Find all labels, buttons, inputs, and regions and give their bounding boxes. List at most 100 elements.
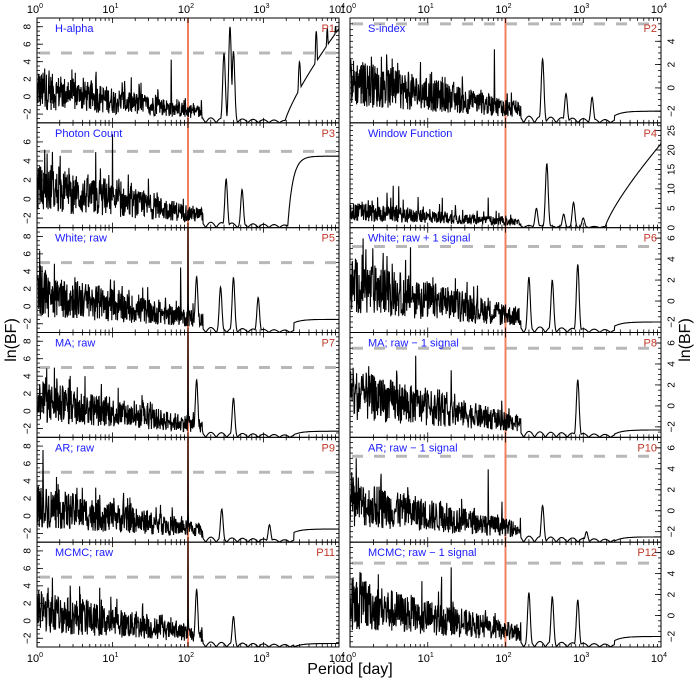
y-tick-label: 4 — [667, 570, 678, 576]
panel-p9: −2 0 2 4 6 8 AR; raw P9 — [23, 436, 340, 543]
x-tick-label: 104 — [651, 652, 667, 665]
y-tick-label: 2 — [23, 286, 34, 292]
panel-p8: −2 0 2 4 6 MA; raw − 1 signal P8 — [349, 332, 678, 438]
periodogram-series — [350, 49, 661, 123]
y-tick-label: 4 — [667, 466, 678, 472]
panel-id: P2 — [644, 23, 657, 35]
x-tick-label: 100 — [27, 652, 43, 665]
y-tick-label: 8 — [23, 233, 34, 239]
panel-title: H-alpha — [55, 23, 94, 35]
y-tick-label: 2 — [23, 495, 34, 501]
panel-title: White; raw — [55, 233, 107, 245]
y-tick-label: 4 — [23, 583, 34, 589]
panel-id: P7 — [322, 338, 335, 350]
y-tick-label: 6 — [23, 251, 34, 257]
panel-title: MCMC; raw — [55, 547, 113, 559]
panel-p11: −2 0 2 4 6 8 MCMC; raw P11 — [23, 541, 340, 648]
y-tick-label: 4 — [667, 256, 678, 262]
y-tick-label: 6 — [23, 460, 34, 466]
panel-title: AR; raw — [55, 442, 94, 454]
y-tick-label: −2 — [23, 527, 34, 539]
y-tick-label: 2 — [667, 382, 678, 388]
panel-p6: −2 0 2 4 6 White; raw + 1 signal P6 — [349, 227, 678, 334]
y-tick-label: 0 — [23, 303, 34, 309]
y-tick-label: −2 — [667, 105, 678, 117]
y-tick-label: 20 — [667, 144, 678, 156]
y-tick-label: −2 — [23, 212, 34, 224]
x-tick-label: 100 — [340, 3, 356, 16]
panel-id: P11 — [316, 547, 335, 559]
y-tick-label: −2 — [23, 318, 34, 330]
y-tick-label: 4 — [23, 478, 34, 484]
panel-id: P4 — [644, 128, 657, 140]
x-tick-label: 100 — [27, 3, 43, 16]
x-tick-label: 100 — [340, 652, 356, 665]
y-tick-label: 6 — [667, 549, 678, 555]
y-tick-label: 8 — [23, 548, 34, 554]
x-tick-label: 101 — [418, 3, 434, 16]
x-tick-label: 103 — [573, 652, 589, 665]
y-tick-label: 4 — [23, 158, 34, 164]
y-tick-label: 2 — [667, 277, 678, 283]
panel-title: MA; raw − 1 signal — [368, 338, 459, 350]
y-tick-label: 8 — [23, 338, 34, 344]
y-tick-label: 4 — [23, 268, 34, 274]
panel-p7: −2 0 2 4 6 8 MA; raw P7 — [23, 332, 340, 438]
y-tick-label: 25 — [667, 125, 678, 137]
panel-p2: −2 0 2 4 S-index P2 — [349, 17, 678, 124]
y-tick-label: −2 — [667, 630, 678, 642]
periodogram-series — [350, 238, 661, 333]
y-tick-label: 2 — [23, 76, 34, 82]
y-axis-label-right: ln(BF) — [677, 318, 694, 362]
x-tick-label: 102 — [178, 3, 194, 16]
y-tick-label: 2 — [667, 591, 678, 597]
x-tick-label: 104 — [329, 652, 345, 665]
y-tick-label: 10 — [667, 183, 678, 195]
y-tick-label: 6 — [23, 41, 34, 47]
y-tick-label: 2 — [667, 61, 678, 67]
y-tick-label: 0 — [667, 403, 678, 409]
periodogram-series — [350, 458, 661, 543]
periodogram-series — [37, 227, 339, 333]
panel-id: P10 — [637, 442, 657, 454]
y-tick-label: 4 — [667, 361, 678, 367]
y-tick-label: 6 — [667, 235, 678, 241]
y-tick-label: −2 — [667, 421, 678, 433]
panel-title: MA; raw — [55, 338, 95, 350]
panel-title: AR; raw − 1 signal — [368, 442, 458, 454]
y-tick-label: 0 — [667, 298, 678, 304]
panel-title: Photon Count — [55, 128, 122, 140]
panel-p10: −2 0 2 4 6 AR; raw − 1 signal P10 — [349, 436, 678, 543]
panel-p5: −2 0 2 4 6 8 White; raw P5 — [23, 227, 340, 334]
y-tick-label: −2 — [667, 316, 678, 328]
x-tick-label: 103 — [573, 3, 589, 16]
panel-id: P6 — [644, 233, 657, 245]
x-tick-label: 101 — [418, 652, 434, 665]
x-tick-label: 103 — [253, 3, 269, 16]
x-tick-label: 103 — [253, 652, 269, 665]
panel-id: P9 — [322, 442, 335, 454]
panel-id: P8 — [644, 338, 657, 350]
y-tick-label: 0 — [23, 93, 34, 99]
periodogram-series — [350, 355, 661, 438]
panel-title: MCMC; raw − 1 signal — [368, 547, 477, 559]
y-tick-label: 0 — [23, 513, 34, 519]
panel-id: P5 — [322, 233, 335, 245]
y-tick-label: −2 — [23, 108, 34, 120]
y-tick-label: 0 — [667, 507, 678, 513]
x-tick-label: 102 — [495, 3, 511, 16]
y-tick-label: 4 — [667, 38, 678, 44]
x-tick-label: 104 — [329, 3, 345, 16]
panel-p4: 0 5 10 15 20 25 Window Function P4 — [349, 122, 678, 230]
periodogram-series — [37, 437, 339, 543]
y-tick-label: 15 — [667, 163, 678, 175]
y-tick-label: 6 — [667, 445, 678, 451]
y-tick-label: 4 — [23, 58, 34, 64]
panel-id: P3 — [322, 128, 335, 140]
y-tick-label: 8 — [23, 24, 34, 30]
periodogram-series — [350, 567, 661, 648]
y-tick-label: 5 — [667, 205, 678, 211]
y-tick-label: 2 — [23, 600, 34, 606]
